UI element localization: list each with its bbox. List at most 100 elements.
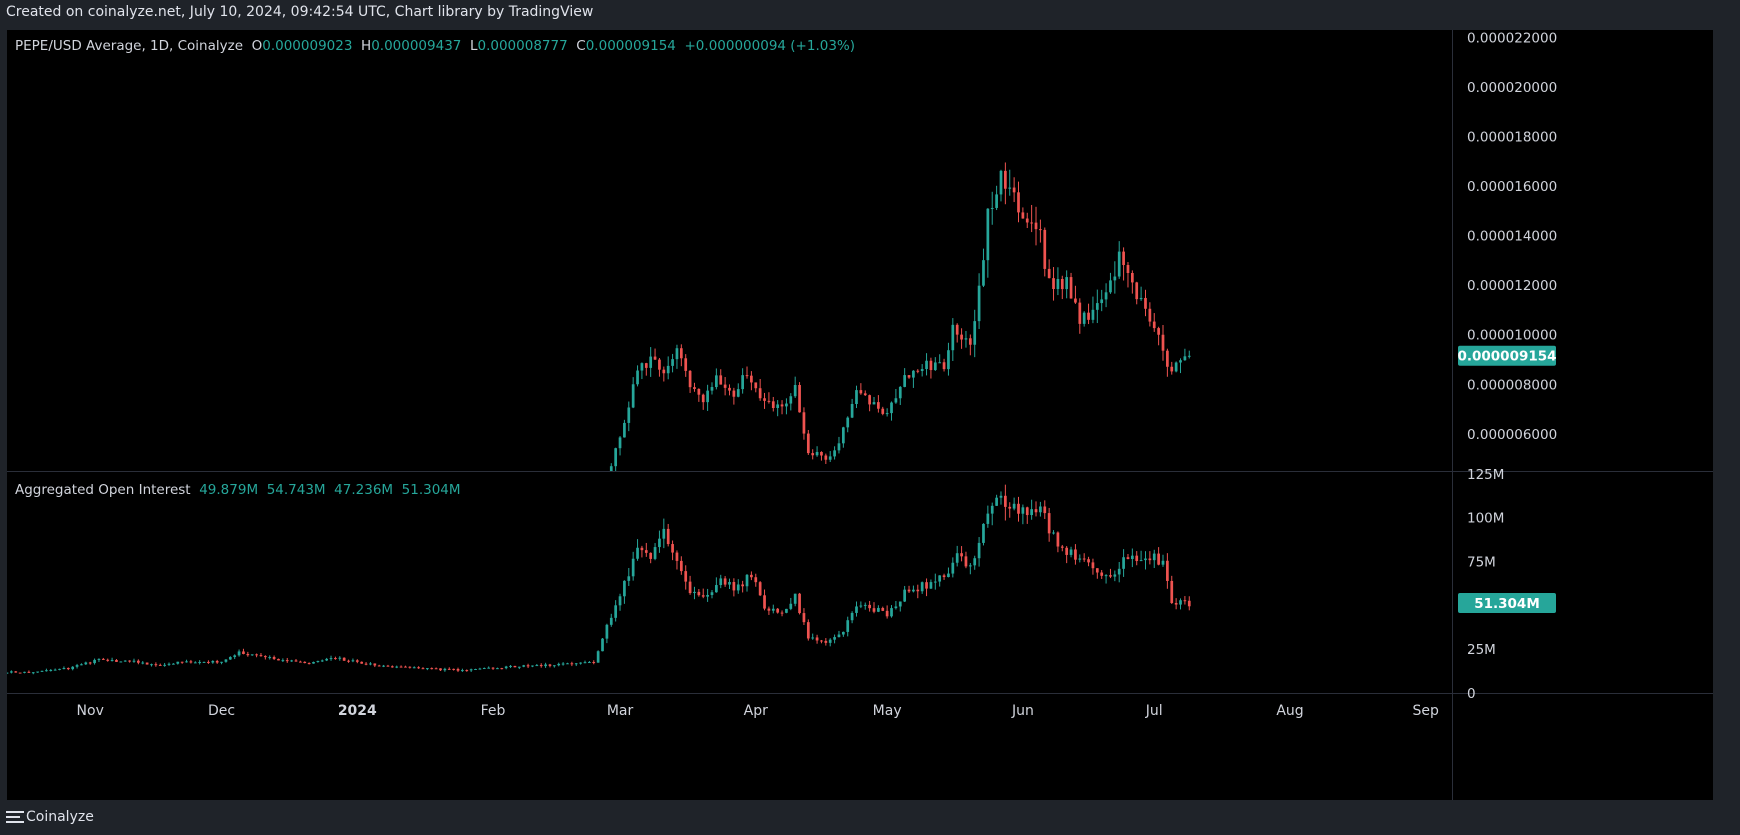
candle-body bbox=[215, 660, 219, 663]
candle-body bbox=[894, 398, 898, 403]
candle-body bbox=[710, 387, 714, 391]
price-last-badge-text: 0.000009154 bbox=[1457, 349, 1556, 365]
candle-body bbox=[649, 552, 653, 559]
candle-body bbox=[776, 404, 780, 409]
candle-body bbox=[531, 665, 534, 667]
candle-body bbox=[1078, 558, 1082, 560]
candle-body bbox=[522, 665, 526, 667]
candle-body bbox=[999, 495, 1003, 498]
candle-body bbox=[955, 324, 959, 335]
candle-body bbox=[180, 661, 184, 663]
candle-body bbox=[263, 656, 267, 658]
oi-axis-tick: 0 bbox=[1467, 686, 1476, 702]
candle-body bbox=[193, 662, 197, 664]
candle-body bbox=[1166, 560, 1169, 581]
candle-body bbox=[1109, 575, 1112, 577]
candle-body bbox=[303, 661, 307, 664]
candle-body bbox=[1047, 513, 1051, 534]
price-axis-tick: 0.000016000 bbox=[1467, 179, 1557, 195]
candle-body bbox=[846, 417, 850, 428]
candle-body bbox=[1117, 568, 1121, 575]
candle-body bbox=[1008, 187, 1012, 189]
candle-body bbox=[101, 658, 105, 660]
candle-body bbox=[338, 657, 342, 659]
candle-body bbox=[982, 260, 985, 286]
candle-body bbox=[947, 350, 950, 370]
candle-body bbox=[1130, 555, 1134, 559]
candle-body bbox=[802, 613, 806, 623]
candle-body bbox=[811, 453, 815, 456]
candle-body bbox=[347, 660, 350, 662]
candle-body bbox=[855, 606, 858, 613]
candle-body bbox=[741, 584, 744, 587]
candle-body bbox=[281, 660, 285, 662]
candle-body bbox=[49, 669, 53, 671]
oi-last-badge-text: 51.304M bbox=[1474, 596, 1540, 612]
candle-body bbox=[872, 402, 876, 405]
candle-body bbox=[1034, 509, 1038, 513]
candle-body bbox=[583, 662, 587, 664]
candle-body bbox=[417, 667, 420, 669]
candle-body bbox=[679, 560, 683, 572]
candle-body bbox=[71, 666, 75, 670]
candle-body bbox=[828, 456, 832, 460]
candle-body bbox=[259, 655, 263, 657]
candle-body bbox=[1157, 553, 1160, 565]
chart-area[interactable]: 0.000006000 0.000008000 0.000010000 0.00001… bbox=[7, 30, 1713, 800]
candle-body bbox=[325, 658, 329, 661]
candle-body bbox=[1017, 192, 1020, 213]
candle-body bbox=[614, 448, 618, 467]
candle-body bbox=[1148, 558, 1152, 561]
time-axis-tick: Feb bbox=[481, 703, 506, 719]
candle-body bbox=[535, 665, 539, 667]
candle-body bbox=[1187, 600, 1191, 607]
candle-body bbox=[27, 671, 31, 673]
price-change: +0.000000094 (+1.03%) bbox=[684, 38, 856, 54]
candle-body bbox=[312, 661, 315, 664]
candle-body bbox=[211, 660, 215, 663]
candle-body bbox=[1047, 268, 1051, 279]
oi-axis-tick: 100M bbox=[1467, 511, 1504, 527]
candle-body bbox=[885, 610, 889, 617]
candle-body bbox=[1017, 503, 1020, 514]
candle-body bbox=[925, 360, 928, 370]
candle-body bbox=[758, 388, 762, 399]
candle-body bbox=[250, 654, 254, 656]
candle-body bbox=[754, 577, 758, 583]
candle-body bbox=[1126, 557, 1130, 559]
time-axis-tick: Jul bbox=[1145, 703, 1163, 719]
candle-body bbox=[1126, 265, 1130, 274]
candle-body bbox=[1179, 360, 1182, 363]
candle-body bbox=[675, 348, 679, 360]
candle-body bbox=[548, 664, 552, 666]
candle-body bbox=[1060, 546, 1064, 548]
candle-body bbox=[675, 552, 679, 561]
candle-body bbox=[172, 663, 175, 665]
candle-body bbox=[66, 668, 70, 670]
candle-body bbox=[1087, 312, 1090, 320]
candle-body bbox=[850, 404, 854, 418]
candle-body bbox=[903, 375, 907, 387]
candle-body bbox=[1174, 362, 1178, 372]
candle-body bbox=[189, 661, 193, 663]
candle-body bbox=[658, 538, 661, 548]
candle-body bbox=[771, 401, 775, 409]
candle-body bbox=[741, 375, 744, 390]
candle-body bbox=[658, 359, 661, 370]
candle-body bbox=[920, 369, 924, 371]
chart-canvas[interactable]: 0.000006000 0.000008000 0.000010000 0.00001… bbox=[7, 30, 1713, 800]
candle-body bbox=[614, 605, 618, 618]
candle-body bbox=[1104, 575, 1108, 577]
oi-axis-tick: 125M bbox=[1467, 467, 1504, 483]
menu-icon[interactable] bbox=[6, 810, 24, 824]
time-axis-tick: Apr bbox=[744, 703, 768, 719]
candle-body bbox=[1100, 572, 1104, 576]
candle-body bbox=[942, 575, 946, 578]
candle-body bbox=[693, 387, 696, 389]
candle-body bbox=[14, 671, 18, 673]
candle-body bbox=[828, 639, 832, 643]
candle-body bbox=[137, 660, 140, 663]
candle-body bbox=[202, 661, 206, 663]
candle-body bbox=[1161, 334, 1165, 351]
candle-body bbox=[421, 668, 425, 670]
